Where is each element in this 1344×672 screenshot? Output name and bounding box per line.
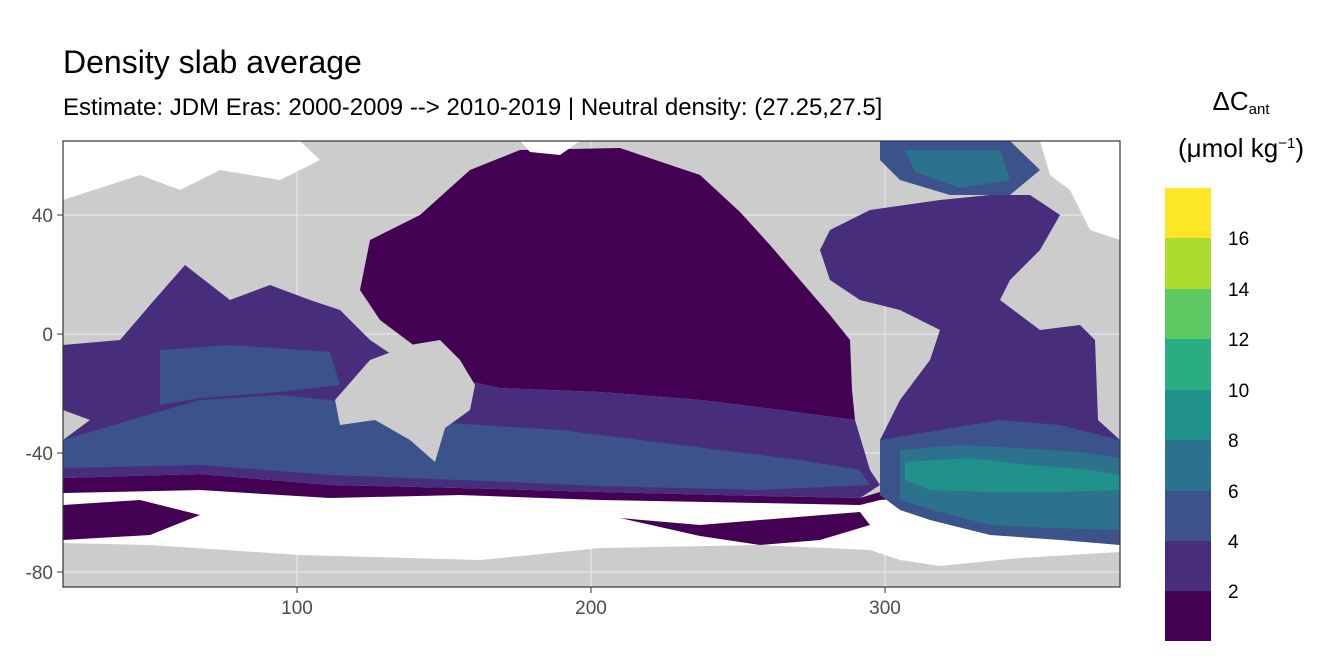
legend-title-symbol: ΔC bbox=[1212, 86, 1249, 116]
atlantic-ocean bbox=[820, 195, 1120, 460]
indian-blue-patch bbox=[160, 345, 340, 405]
legend-label: 4 bbox=[1228, 532, 1239, 553]
north-atlantic-subpolar-inner bbox=[905, 150, 1010, 188]
legend-swatch bbox=[1165, 339, 1211, 390]
legend-swatch bbox=[1165, 289, 1211, 339]
x-tick-label: 300 bbox=[869, 598, 901, 619]
antarctic-coast-patch bbox=[620, 512, 870, 545]
legend-swatch bbox=[1165, 390, 1211, 440]
legend-unit-superscript: −1 bbox=[1278, 135, 1296, 152]
arctic-no-data bbox=[1040, 141, 1120, 240]
north-pacific-no-data bbox=[520, 141, 580, 155]
legend-unit-close: ) bbox=[1295, 133, 1304, 163]
australia-land bbox=[335, 340, 475, 462]
y-tick-label: 40 bbox=[32, 206, 53, 227]
legend-swatch bbox=[1165, 591, 1211, 641]
x-tick-label: 100 bbox=[281, 598, 313, 619]
y-tick-label: -80 bbox=[26, 563, 53, 584]
map-subtitle: Estimate: JDM Eras: 2000-2009 --> 2010-2… bbox=[63, 94, 883, 121]
pacific-ocean bbox=[360, 148, 855, 420]
legend-label: 14 bbox=[1228, 280, 1250, 301]
x-axis: 100 200 300 bbox=[281, 587, 901, 619]
legend-title: ΔCant (μmol kg−1) bbox=[1156, 84, 1326, 165]
legend-colorbar bbox=[1165, 188, 1211, 641]
y-tick-label: 0 bbox=[42, 325, 53, 346]
legend-label: 12 bbox=[1228, 330, 1249, 351]
x-tick-label: 200 bbox=[575, 598, 607, 619]
legend-swatch bbox=[1165, 541, 1211, 591]
antarctic-no-data bbox=[63, 490, 1120, 566]
arctic-no-data bbox=[63, 141, 320, 200]
legend-swatch bbox=[1165, 491, 1211, 541]
legend-swatch bbox=[1165, 238, 1211, 289]
legend-labels: 2 4 6 8 10 12 14 16 bbox=[1228, 229, 1250, 603]
legend-unit-open: (μmol kg bbox=[1178, 133, 1279, 163]
legend-label: 16 bbox=[1228, 229, 1249, 250]
legend-label: 10 bbox=[1228, 381, 1249, 402]
legend-label: 6 bbox=[1228, 482, 1239, 503]
legend-title-subscript: ant bbox=[1248, 101, 1270, 118]
legend-swatch bbox=[1165, 188, 1211, 238]
y-tick-label: -40 bbox=[26, 444, 53, 465]
antarctic-coast-patch bbox=[63, 500, 200, 540]
southern-ocean-band bbox=[63, 474, 1120, 505]
southern-indian-band bbox=[63, 395, 870, 490]
map-title: Density slab average bbox=[63, 44, 362, 80]
legend-swatch bbox=[1165, 440, 1211, 491]
y-axis: 40 0 -40 -80 bbox=[26, 206, 63, 584]
map-panel bbox=[63, 141, 1120, 587]
legend-label: 8 bbox=[1228, 431, 1239, 452]
south-atlantic-band-3 bbox=[905, 458, 1120, 492]
legend-label: 2 bbox=[1228, 582, 1239, 603]
